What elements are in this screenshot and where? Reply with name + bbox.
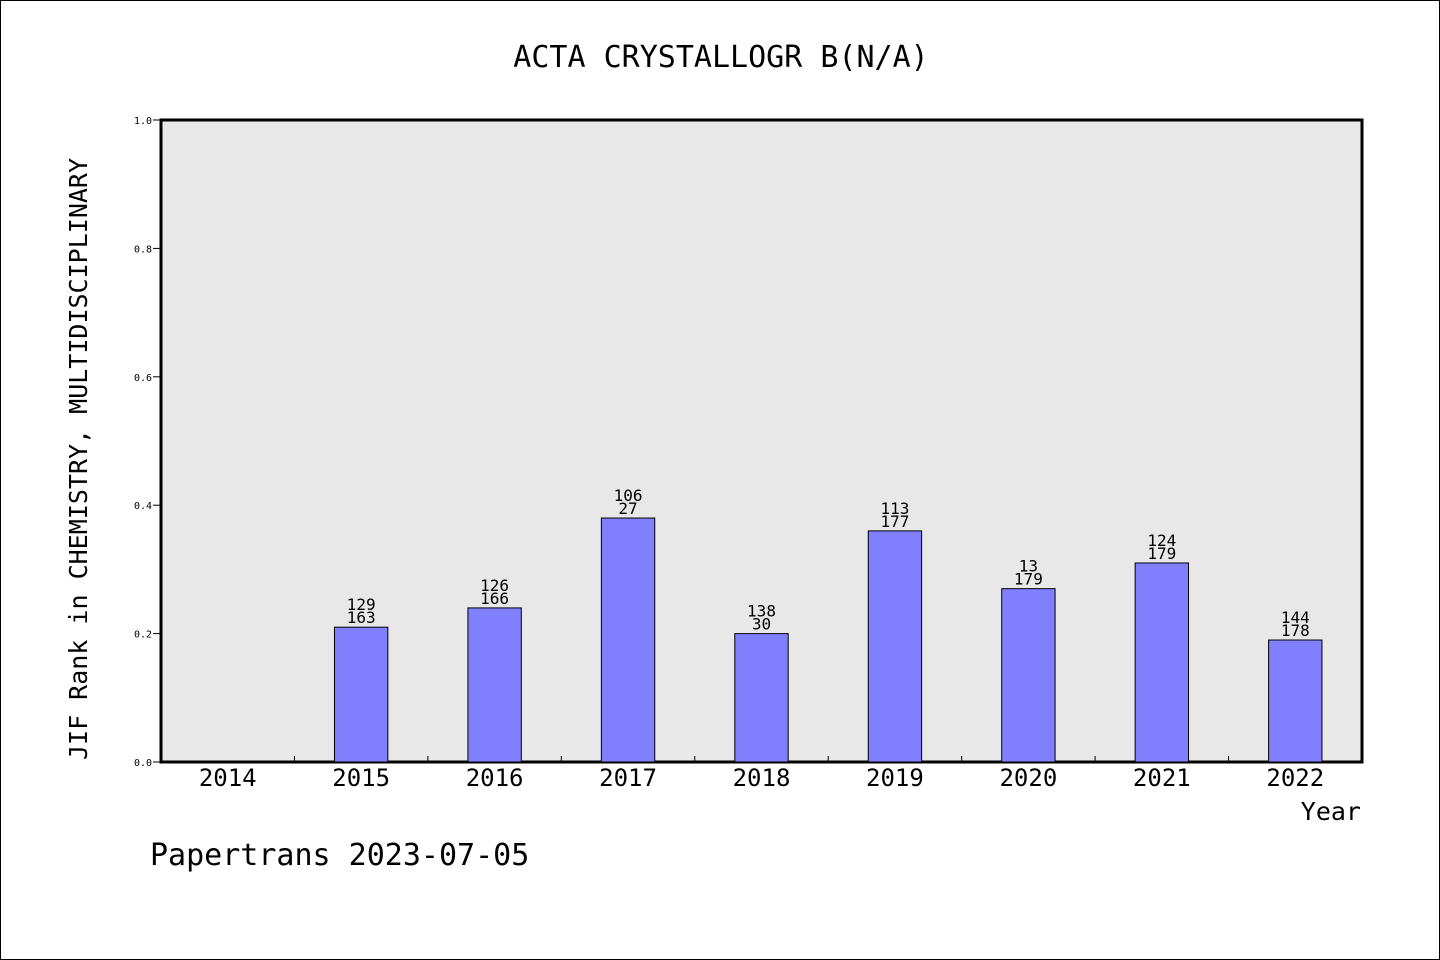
bar-2016 bbox=[467, 607, 522, 763]
bar-2017 bbox=[600, 517, 656, 763]
x-tick-label-2014: 2014 bbox=[199, 764, 257, 792]
bar-label-2017-rank: 106 bbox=[614, 486, 643, 505]
y-tick-label-0.6: 0.6 bbox=[134, 373, 152, 384]
bar-label-2020-total: 179 bbox=[1014, 570, 1043, 589]
bar-2019 bbox=[867, 530, 923, 763]
x-tick-label-2015: 2015 bbox=[332, 764, 390, 792]
y-axis-label: JIF Rank in CHEMISTRY, MULTIDISCIPLINARY bbox=[64, 158, 93, 760]
y-axis: 0.0 0.2 0.4 0.6 0.8 1.0 bbox=[134, 116, 161, 769]
bar-label-2017-total: 27 bbox=[618, 499, 637, 518]
bar-label-2020-rank: 13 bbox=[1019, 557, 1038, 576]
bar-label-2019-total: 177 bbox=[880, 512, 909, 531]
y-tick-label-0.0: 0.0 bbox=[134, 758, 152, 769]
y-tick-label-1.0: 1.0 bbox=[134, 116, 152, 127]
bar-label-2021-total: 179 bbox=[1147, 544, 1176, 563]
x-tick-label-2020: 2020 bbox=[999, 764, 1057, 792]
bar-label-2019-rank: 113 bbox=[880, 499, 909, 518]
bar-label-2015-rank: 129 bbox=[347, 595, 376, 614]
y-tick-label-0.4: 0.4 bbox=[134, 501, 152, 512]
y-tick-label-0.2: 0.2 bbox=[134, 630, 152, 641]
bar-label-2022-rank: 144 bbox=[1281, 608, 1310, 627]
bar-label-2015-total: 163 bbox=[347, 608, 376, 627]
bar-label-2021-rank: 124 bbox=[1147, 531, 1176, 550]
bar-2018 bbox=[734, 633, 789, 763]
bar-2020 bbox=[1001, 588, 1056, 763]
bar-label-2022-total: 178 bbox=[1281, 621, 1310, 640]
x-axis-label: Year bbox=[1301, 797, 1361, 826]
bars-group bbox=[333, 517, 1323, 763]
x-tick-label-2016: 2016 bbox=[466, 764, 524, 792]
x-tick-label-2017: 2017 bbox=[599, 764, 657, 792]
bar-label-2016-rank: 126 bbox=[480, 576, 509, 595]
bar-label-2016-total: 166 bbox=[480, 589, 509, 608]
x-tick-label-2018: 2018 bbox=[733, 764, 791, 792]
y-tick-label-0.8: 0.8 bbox=[134, 244, 152, 255]
x-axis: 2014 2015 2016 2017 2018 2019 2020 2021 2022 bbox=[199, 756, 1324, 792]
bar-labels-group: 1291631261661062713830113177131791241791… bbox=[347, 486, 1310, 640]
bar-2021 bbox=[1134, 562, 1190, 763]
footer-watermark: Papertrans 2023-07-05 bbox=[150, 838, 529, 873]
x-tick-label-2022: 2022 bbox=[1266, 764, 1324, 792]
chart-title: ACTA CRYSTALLOGR B(N/A) bbox=[513, 40, 928, 75]
bar-label-2018-total: 30 bbox=[752, 615, 771, 634]
bar-2015 bbox=[333, 626, 389, 763]
bar-label-2018-rank: 138 bbox=[747, 602, 776, 621]
bar-2022 bbox=[1268, 639, 1323, 763]
x-tick-label-2019: 2019 bbox=[866, 764, 924, 792]
x-tick-label-2021: 2021 bbox=[1133, 764, 1191, 792]
